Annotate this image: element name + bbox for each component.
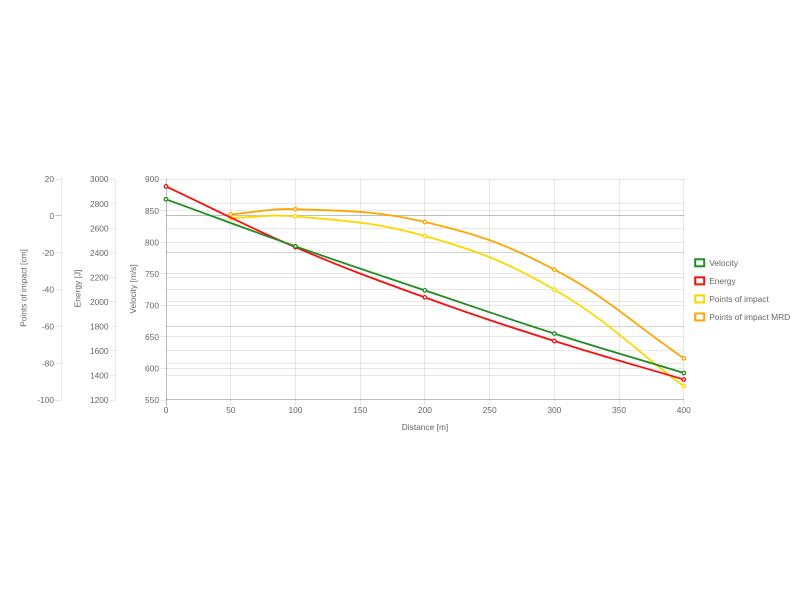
svg-text:Distance [m]: Distance [m] — [402, 422, 449, 432]
svg-text:1600: 1600 — [90, 346, 109, 356]
svg-text:2000: 2000 — [90, 297, 109, 307]
svg-text:3000: 3000 — [90, 174, 109, 184]
svg-text:300: 300 — [547, 405, 561, 415]
svg-text:400: 400 — [677, 405, 691, 415]
svg-text:850: 850 — [145, 206, 159, 216]
svg-text:1200: 1200 — [90, 395, 109, 405]
svg-text:-80: -80 — [42, 358, 54, 368]
svg-text:100: 100 — [288, 405, 302, 415]
svg-text:Points of impact [cm]: Points of impact [cm] — [19, 249, 29, 327]
svg-text:2800: 2800 — [90, 199, 109, 209]
svg-text:2400: 2400 — [90, 248, 109, 258]
svg-text:20: 20 — [45, 174, 55, 184]
svg-text:Points of impact MRD: Points of impact MRD — [709, 312, 790, 322]
svg-text:800: 800 — [145, 237, 159, 247]
svg-text:0: 0 — [49, 211, 54, 221]
svg-text:1400: 1400 — [90, 371, 109, 381]
svg-text:2600: 2600 — [90, 223, 109, 233]
svg-text:150: 150 — [353, 405, 367, 415]
svg-text:Energy: Energy — [709, 276, 736, 286]
svg-text:-20: -20 — [42, 248, 54, 258]
svg-text:600: 600 — [145, 364, 159, 374]
svg-text:2200: 2200 — [90, 272, 109, 282]
svg-text:Velocity: Velocity — [709, 258, 739, 268]
svg-text:-60: -60 — [42, 322, 54, 332]
svg-text:Velocity [m/s]: Velocity [m/s] — [128, 264, 138, 313]
svg-text:700: 700 — [145, 300, 159, 310]
svg-text:Energy [J]: Energy [J] — [72, 270, 82, 308]
svg-text:Points of impact: Points of impact — [709, 294, 769, 304]
svg-text:1800: 1800 — [90, 322, 109, 332]
svg-text:200: 200 — [418, 405, 432, 415]
svg-text:50: 50 — [226, 405, 236, 415]
svg-text:-40: -40 — [42, 285, 54, 295]
svg-text:350: 350 — [612, 405, 626, 415]
svg-text:900: 900 — [145, 174, 159, 184]
svg-text:250: 250 — [483, 405, 497, 415]
svg-text:-100: -100 — [37, 395, 54, 405]
svg-text:650: 650 — [145, 332, 159, 342]
svg-text:0: 0 — [164, 405, 169, 415]
svg-text:750: 750 — [145, 269, 159, 279]
svg-text:550: 550 — [145, 395, 159, 405]
